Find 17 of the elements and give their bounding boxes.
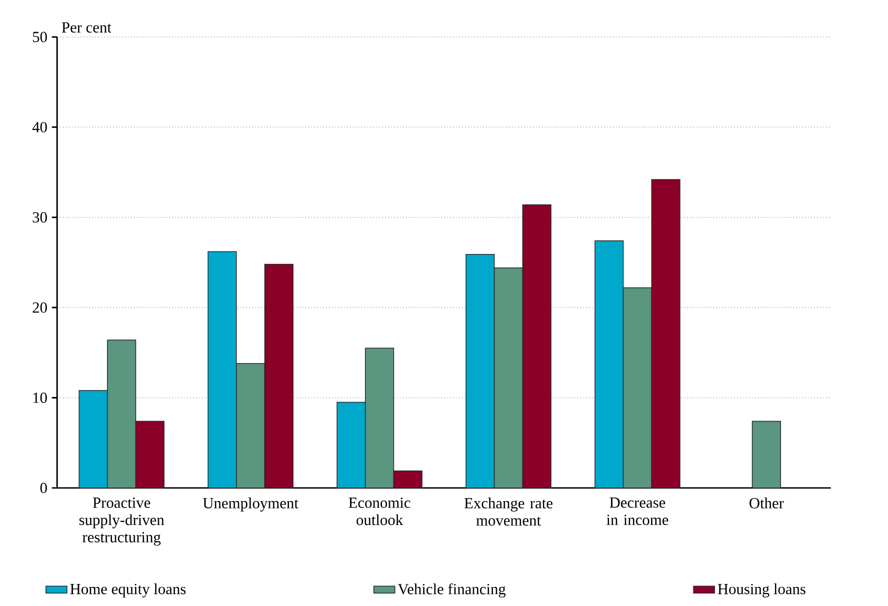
x-tick-label: Unemployment: [202, 497, 298, 512]
x-tick-label: Decrease in income: [606, 497, 668, 525]
y-tick-label: 0: [40, 482, 47, 494]
x-tick-label: Proactive supply-driven restructuring: [79, 497, 164, 546]
y-tick-label: 10: [33, 392, 47, 403]
legend-label: Housing loans: [718, 583, 806, 598]
legend-label: Vehicle financing: [398, 583, 506, 598]
y-tick-label: 40: [32, 122, 47, 132]
x-tick-label: Other: [750, 497, 784, 508]
legend-label: Home equity loans: [70, 583, 186, 598]
y-tick-label: 20: [32, 302, 47, 313]
y-axis-title: Per cent: [62, 22, 112, 33]
y-tick-label: 50: [32, 32, 47, 42]
bar: [752, 420, 781, 488]
y-tick-label: 30: [32, 212, 47, 222]
x-tick-label: Economic outlook: [348, 497, 410, 526]
x-tick-label: Exchange rate movement: [464, 497, 552, 526]
